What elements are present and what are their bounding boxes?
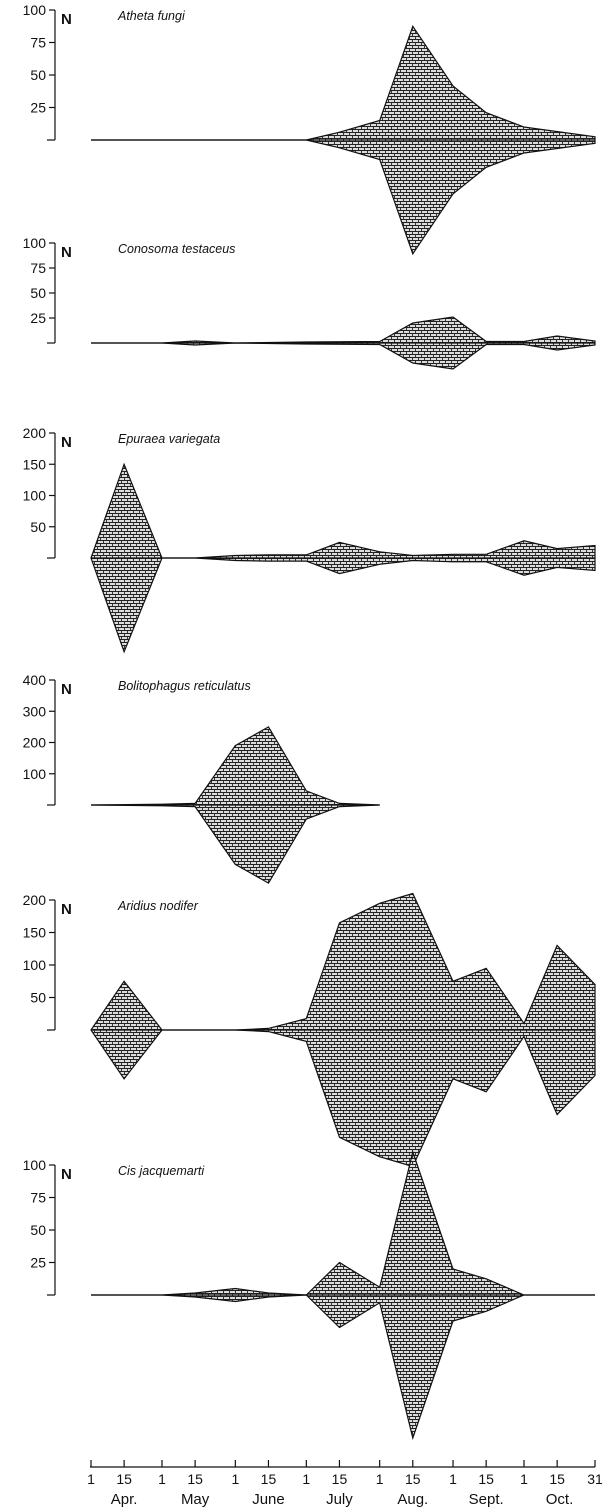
x-tick-label: 31 xyxy=(587,1471,603,1487)
x-month-label: Oct. xyxy=(546,1491,574,1508)
y-axis-label: N xyxy=(61,1166,72,1183)
x-tick-label: 1 xyxy=(87,1471,95,1487)
y-tick-label: 300 xyxy=(23,703,47,719)
y-tick-label: 50 xyxy=(30,519,46,535)
x-tick-label: 1 xyxy=(520,1471,528,1487)
x-tick-label: 1 xyxy=(449,1471,457,1487)
y-axis-label: N xyxy=(61,434,72,451)
panel-title: Atheta fungi xyxy=(117,9,186,23)
x-tick-label: 15 xyxy=(116,1471,132,1487)
y-tick-label: 50 xyxy=(30,285,46,301)
panel-aridius-nodifer: 50 100 150 200 N Aridius nodifer xyxy=(23,892,596,1168)
y-tick-label: 75 xyxy=(30,260,46,276)
y-tick-label: 75 xyxy=(30,35,46,51)
y-tick-label: 75 xyxy=(30,1190,46,1206)
x-tick-label: 15 xyxy=(187,1471,203,1487)
panel-epuraea-variegata: 50 100 150 200 N Epuraea variegata xyxy=(23,425,596,654)
y-axis-label: N xyxy=(61,244,72,261)
x-month-label: Sept. xyxy=(469,1491,504,1508)
x-month-label: June xyxy=(252,1491,285,1508)
x-tick-label: 1 xyxy=(231,1471,239,1487)
panels-layer: 25 50 75 100 N Atheta fungi 25 50 75 100 N Conosoma… xyxy=(23,2,596,1441)
y-tick-label: 150 xyxy=(23,925,47,941)
y-tick-label: 400 xyxy=(23,672,47,688)
x-month-label: July xyxy=(326,1491,353,1508)
x-tick-label: 15 xyxy=(549,1471,565,1487)
y-tick-label: 150 xyxy=(23,456,47,472)
x-tick-label: 1 xyxy=(376,1471,384,1487)
x-month-label: May xyxy=(181,1491,210,1508)
y-tick-label: 100 xyxy=(23,2,47,18)
y-tick-label: 100 xyxy=(23,488,47,504)
y-tick-label: 50 xyxy=(30,67,46,83)
y-axis-label: N xyxy=(61,681,72,698)
x-tick-label: 15 xyxy=(478,1471,494,1487)
y-axis-label: N xyxy=(61,901,72,918)
x-tick-label: 1 xyxy=(302,1471,310,1487)
x-month-label: Aug. xyxy=(397,1491,428,1508)
panel-title: Bolitophagus reticulatus xyxy=(118,679,251,693)
x-month-label: Apr. xyxy=(111,1491,138,1508)
y-tick-label: 100 xyxy=(23,957,47,973)
x-tick-label: 15 xyxy=(261,1471,277,1487)
panel-cis-jacquemarti: 25 50 75 100 N Cis jacquemarti xyxy=(23,1149,595,1441)
panel-title: Epuraea variegata xyxy=(118,432,220,446)
x-axis: 1 15 1 15 1 15 1 15 1 15 1 15 1 15 31 Apr. May June July Au… xyxy=(87,1460,603,1508)
panel-title: Conosoma testaceus xyxy=(118,242,235,256)
y-tick-label: 50 xyxy=(30,990,46,1006)
y-tick-label: 25 xyxy=(30,1255,46,1271)
y-tick-label: 100 xyxy=(23,766,47,782)
x-tick-label: 15 xyxy=(405,1471,421,1487)
y-tick-label: 200 xyxy=(23,425,47,441)
y-tick-label: 200 xyxy=(23,735,47,751)
x-tick-label: 1 xyxy=(158,1471,166,1487)
panel-atheta-fungi: 25 50 75 100 N Atheta fungi xyxy=(23,2,596,256)
panel-title: Cis jacquemarti xyxy=(118,1164,205,1178)
y-tick-label: 100 xyxy=(23,235,47,251)
y-tick-label: 200 xyxy=(23,892,47,908)
y-tick-label: 50 xyxy=(30,1222,46,1238)
panel-bolitophagus-reticulatus: 100 200 300 400 N Bolitophagus reticulatus xyxy=(23,672,380,884)
panel-conosoma-testaceus: 25 50 75 100 N Conosoma testaceus xyxy=(23,235,596,370)
x-tick-label: 15 xyxy=(332,1471,348,1487)
y-tick-label: 25 xyxy=(30,100,46,116)
panel-title: Aridius nodifer xyxy=(117,899,199,913)
y-tick-label: 100 xyxy=(23,1157,47,1173)
y-tick-label: 25 xyxy=(30,310,46,326)
y-axis-label: N xyxy=(61,11,72,28)
